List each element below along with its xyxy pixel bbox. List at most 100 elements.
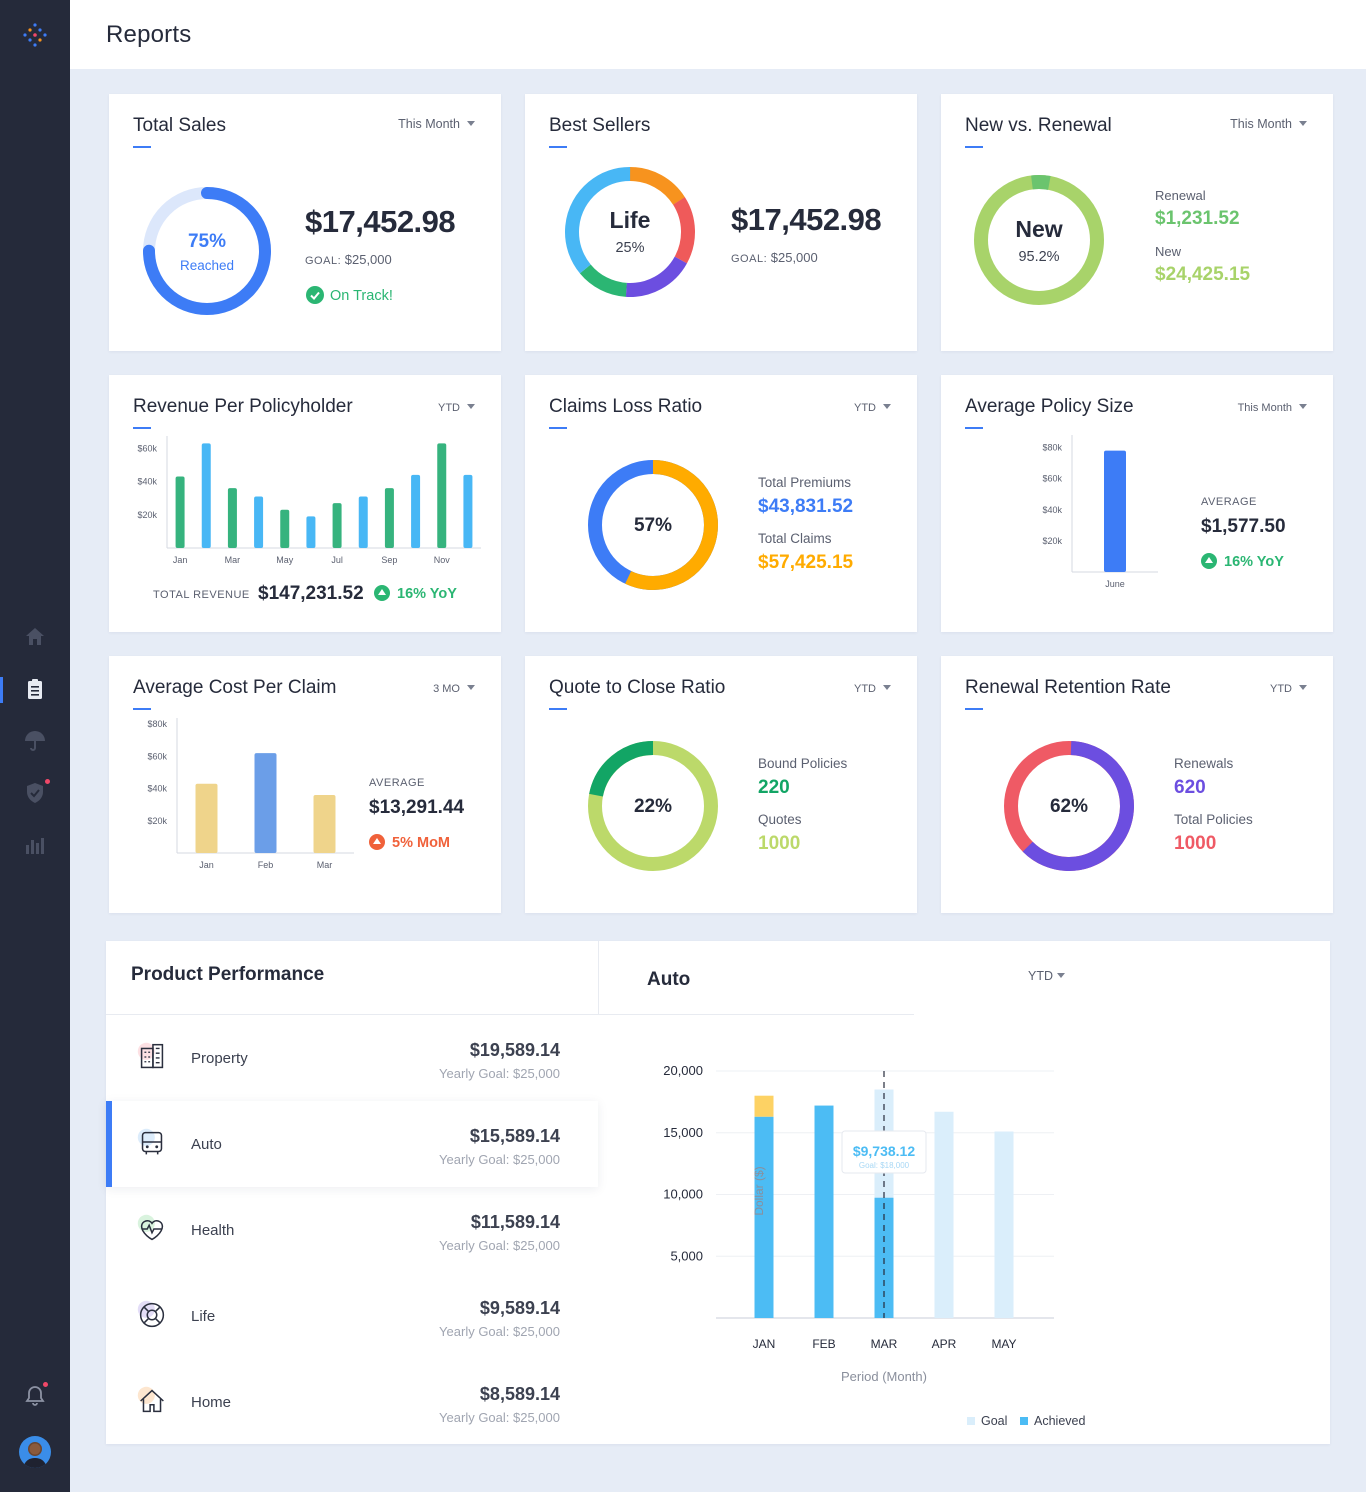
title-underline	[965, 146, 983, 148]
chevron-down-icon	[1057, 973, 1065, 978]
card-title: Revenue Per Policyholder	[133, 396, 353, 417]
bar	[254, 753, 277, 853]
claims-label: Total Claims	[758, 531, 832, 546]
achieved-bar[interactable]	[874, 1197, 894, 1318]
tooltip-goal: Goal: $18,000	[859, 1161, 910, 1170]
y-tick-label: $60k	[147, 751, 167, 761]
card-title: Renewal Retention Rate	[965, 677, 1171, 698]
y-tick-label: $40k	[137, 477, 157, 487]
title-underline	[965, 708, 983, 710]
retention-donut	[1004, 741, 1134, 871]
chart-tooltip: $9,738.12 Goal: $18,000	[841, 1130, 927, 1174]
best-sellers-amount: $17,452.98	[731, 202, 882, 237]
y-tick-label: $80k	[147, 719, 167, 729]
yearly-goal: Yearly Goal: $25,000	[439, 1410, 560, 1425]
donut-center-label: New	[1015, 216, 1063, 242]
total-revenue-label: TOTAL REVENUE	[153, 589, 250, 601]
product-row-life[interactable]: Life $9,589.14 Yearly Goal: $25,000	[106, 1273, 598, 1359]
bar	[1104, 450, 1126, 572]
achieved-bar[interactable]	[754, 1116, 774, 1318]
total-sales-card: Total Sales This Month 75% Reached $17,4…	[109, 94, 501, 351]
home-icon[interactable]	[23, 625, 47, 649]
product-row-property[interactable]: Property $19,589.14 Yearly Goal: $25,000	[106, 1015, 598, 1101]
product-amount: $15,589.14	[469, 1126, 560, 1146]
total-sales-amount: $17,452.98	[305, 204, 456, 239]
product-name: Property	[191, 1050, 248, 1067]
bar	[437, 443, 447, 548]
product-name: Life	[191, 1308, 216, 1325]
product-performance-panel: Product Performance Property $19,589.14 Ye…	[106, 941, 1330, 1444]
arrow-up-icon	[1201, 553, 1217, 569]
range-dropdown[interactable]: YTD	[1270, 683, 1307, 695]
x-tick-label: Jul	[331, 555, 343, 565]
range-dropdown[interactable]: 3 MO	[433, 683, 475, 695]
quotes-label: Quotes	[758, 812, 802, 827]
legend-label: Goal	[981, 1414, 1007, 1428]
x-tick-label: Nov	[434, 555, 451, 565]
x-tick-label: Jan	[173, 555, 188, 565]
yearly-goal: Yearly Goal: $25,000	[439, 1238, 560, 1253]
app-logo-icon[interactable]	[22, 22, 48, 48]
chevron-down-icon	[883, 404, 891, 409]
new-label: New	[1155, 244, 1182, 259]
product-row-auto[interactable]: Auto $15,589.14 Yearly Goal: $25,000	[106, 1101, 598, 1187]
donut-segment	[565, 167, 695, 297]
range-dropdown[interactable]: This Month	[1230, 117, 1307, 131]
y-tick-label: $20k	[1042, 536, 1062, 546]
yearly-goal: Yearly Goal: $25,000	[439, 1324, 560, 1339]
goal-bar	[934, 1111, 954, 1318]
y-tick-label: 20,000	[663, 1063, 703, 1078]
bar	[358, 496, 368, 548]
average-policy-size-card: Average Policy Size This Month $20k $40k $…	[941, 375, 1333, 632]
legend-swatch	[1020, 1417, 1028, 1425]
new-value: $24,425.15	[1155, 264, 1251, 285]
umbrella-icon[interactable]	[23, 729, 47, 753]
chevron-down-icon	[1299, 121, 1307, 126]
range-dropdown[interactable]: YTD	[854, 402, 891, 414]
product-amount: $8,589.14	[479, 1384, 560, 1404]
detail-title: Auto	[647, 969, 691, 990]
chevron-down-icon	[467, 685, 475, 690]
user-avatar[interactable]	[19, 1436, 51, 1468]
bell-icon[interactable]	[23, 1384, 47, 1408]
y-tick-label: $20k	[137, 510, 157, 520]
average-value: $1,577.50	[1201, 516, 1286, 537]
title-underline	[549, 708, 567, 710]
bar	[463, 474, 473, 548]
yearly-goal: Yearly Goal: $25,000	[439, 1152, 560, 1167]
average-label: AVERAGE	[369, 777, 425, 789]
achieved-bar[interactable]	[814, 1105, 834, 1318]
range-dropdown[interactable]: YTD	[1028, 969, 1065, 983]
product-amount: $11,589.14	[470, 1212, 560, 1232]
x-tick-label: FEB	[812, 1337, 835, 1351]
bus-icon	[137, 1128, 163, 1155]
donut-center-label: Life	[609, 207, 651, 233]
tooltip-value: $9,738.12	[853, 1143, 915, 1159]
policy-size-bar-chart: $20k $40k $60k $80k June	[1042, 435, 1158, 589]
shield-check-icon[interactable]	[23, 781, 47, 805]
building-icon	[137, 1042, 164, 1069]
top-bar: Reports	[70, 0, 1366, 69]
yoy-indicator: 16% YoY	[1201, 553, 1284, 570]
renewal-retention-card: Renewal Retention Rate YTD 62% Renewals …	[941, 656, 1333, 913]
range-dropdown[interactable]: This Month	[1238, 402, 1307, 414]
range-dropdown[interactable]: YTD	[438, 402, 475, 414]
range-dropdown[interactable]: YTD	[854, 683, 891, 695]
product-row-home[interactable]: Home $8,589.14 Yearly Goal: $25,000	[106, 1359, 598, 1445]
bar	[411, 474, 421, 548]
product-row-health[interactable]: Health $11,589.14 Yearly Goal: $25,000	[106, 1187, 598, 1273]
cost-per-claim-bar-chart: $20k $40k $60k $80k Jan Feb Mar	[147, 718, 354, 870]
total-revenue-value: $147,231.52	[258, 583, 364, 604]
total-policies-value: 1000	[1174, 833, 1217, 854]
shield-notification-dot	[45, 779, 50, 784]
y-tick-label: $40k	[147, 784, 167, 794]
x-tick-label: Sep	[381, 555, 397, 565]
reports-clipboard-icon[interactable]	[23, 677, 47, 701]
analytics-icon[interactable]	[23, 833, 47, 857]
title-underline	[133, 427, 151, 429]
range-dropdown[interactable]: This Month	[398, 117, 475, 131]
title-underline	[549, 146, 567, 148]
bar	[195, 783, 218, 853]
total-policies-label: Total Policies	[1174, 812, 1253, 827]
bound-value: 220	[758, 777, 790, 798]
